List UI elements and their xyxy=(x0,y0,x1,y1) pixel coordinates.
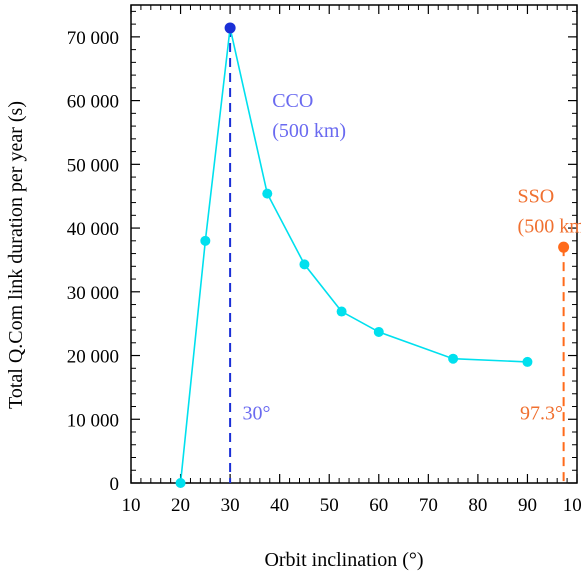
y-tick-label: 40 000 xyxy=(67,219,119,240)
x-tick-label: 90 xyxy=(518,495,537,516)
x-tick-label: 30 xyxy=(221,495,240,516)
data-point xyxy=(299,259,310,270)
annotation-label: SSO xyxy=(518,186,555,208)
y-tick-label: 70 000 xyxy=(67,28,119,49)
y-tick-label: 0 xyxy=(110,474,120,495)
annotation-label: (500 km) xyxy=(272,120,346,142)
annotation-label: 30° xyxy=(243,402,271,424)
data-point xyxy=(262,188,273,199)
data-point xyxy=(448,353,459,364)
y-tick-label: 10 000 xyxy=(67,410,119,431)
plot-frame xyxy=(130,4,578,484)
x-tick-label: 20 xyxy=(171,495,190,516)
y-tick-label: 60 000 xyxy=(67,92,119,113)
data-point xyxy=(200,235,211,246)
x-tick-label: 100 xyxy=(563,495,581,516)
annotation-label: CCO xyxy=(272,90,313,112)
x-axis-title: Orbit inclination (°) xyxy=(264,549,423,571)
y-tick-label: 30 000 xyxy=(67,283,119,304)
highlight-point xyxy=(558,241,570,253)
series-line xyxy=(179,27,528,484)
highlight-point xyxy=(224,22,236,34)
annotation-label: 97.3° xyxy=(520,402,563,424)
x-tick-label: 10 xyxy=(122,495,141,516)
y-tick-label: 50 000 xyxy=(67,155,119,176)
y-tick-label: 20 000 xyxy=(67,347,119,368)
y-axis-title: Total Q.Com link duration per year (s) xyxy=(5,101,27,409)
x-tick-label: 60 xyxy=(369,495,388,516)
x-tick-label: 50 xyxy=(320,495,339,516)
data-point xyxy=(373,326,384,337)
x-tick-label: 80 xyxy=(468,495,487,516)
data-point xyxy=(522,356,533,367)
x-tick-label: 70 xyxy=(419,495,438,516)
data-point xyxy=(336,306,347,317)
data-point xyxy=(175,478,186,488)
annotation-label: (500 km) xyxy=(518,216,581,238)
x-tick-label: 40 xyxy=(270,495,289,516)
